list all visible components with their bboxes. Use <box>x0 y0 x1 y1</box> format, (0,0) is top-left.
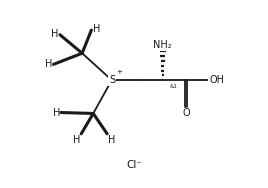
Text: H: H <box>53 108 60 118</box>
Text: OH: OH <box>209 75 224 85</box>
Text: Cl⁻: Cl⁻ <box>126 160 142 170</box>
Text: H: H <box>51 29 58 39</box>
Text: H: H <box>108 135 116 145</box>
Text: H: H <box>73 135 80 145</box>
Text: S: S <box>109 75 115 85</box>
Text: H: H <box>93 24 100 34</box>
Text: &1: &1 <box>169 84 177 89</box>
Text: H: H <box>45 59 53 69</box>
Text: +: + <box>117 69 122 75</box>
Text: O: O <box>183 108 191 118</box>
Text: NH₂: NH₂ <box>153 40 172 50</box>
